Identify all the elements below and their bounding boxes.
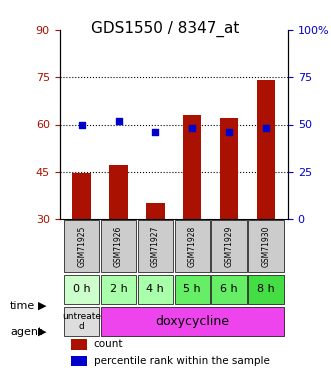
- Text: untreate
d: untreate d: [62, 312, 101, 331]
- Point: [190, 125, 195, 131]
- FancyBboxPatch shape: [64, 274, 99, 304]
- Point: [153, 129, 158, 135]
- FancyBboxPatch shape: [212, 274, 247, 304]
- Point: [263, 125, 268, 131]
- FancyBboxPatch shape: [64, 219, 99, 273]
- FancyBboxPatch shape: [138, 274, 173, 304]
- Text: GSM71928: GSM71928: [188, 225, 197, 267]
- FancyBboxPatch shape: [64, 307, 99, 336]
- Bar: [72, 173, 91, 219]
- Text: 2 h: 2 h: [110, 284, 127, 294]
- Text: GSM71929: GSM71929: [224, 225, 234, 267]
- FancyBboxPatch shape: [101, 219, 136, 273]
- Point: [226, 129, 232, 135]
- Bar: [257, 80, 275, 219]
- Text: ▶: ▶: [38, 327, 47, 337]
- Text: count: count: [94, 339, 123, 350]
- Point: [116, 118, 121, 124]
- Text: GDS1550 / 8347_at: GDS1550 / 8347_at: [91, 21, 240, 37]
- Text: ▶: ▶: [38, 301, 47, 310]
- Text: GSM71925: GSM71925: [77, 225, 86, 267]
- Text: 8 h: 8 h: [257, 284, 275, 294]
- Text: GSM71930: GSM71930: [261, 225, 270, 267]
- Text: 4 h: 4 h: [147, 284, 164, 294]
- Bar: [220, 118, 238, 219]
- Text: GSM71927: GSM71927: [151, 225, 160, 267]
- Bar: [146, 203, 165, 219]
- Bar: [109, 165, 128, 219]
- FancyBboxPatch shape: [212, 219, 247, 273]
- Bar: [71, 339, 87, 350]
- FancyBboxPatch shape: [248, 219, 284, 273]
- FancyBboxPatch shape: [248, 274, 284, 304]
- Point: [79, 122, 84, 128]
- FancyBboxPatch shape: [174, 219, 210, 273]
- Bar: [71, 356, 87, 366]
- Bar: [183, 115, 201, 219]
- Text: time: time: [10, 301, 35, 310]
- Text: agent: agent: [10, 327, 42, 337]
- FancyBboxPatch shape: [138, 219, 173, 273]
- Text: doxycycline: doxycycline: [155, 315, 229, 328]
- FancyBboxPatch shape: [101, 274, 136, 304]
- Text: 0 h: 0 h: [73, 284, 90, 294]
- FancyBboxPatch shape: [174, 274, 210, 304]
- FancyBboxPatch shape: [101, 307, 284, 336]
- Text: GSM71926: GSM71926: [114, 225, 123, 267]
- Text: 6 h: 6 h: [220, 284, 238, 294]
- Text: percentile rank within the sample: percentile rank within the sample: [94, 356, 270, 366]
- Text: 5 h: 5 h: [183, 284, 201, 294]
